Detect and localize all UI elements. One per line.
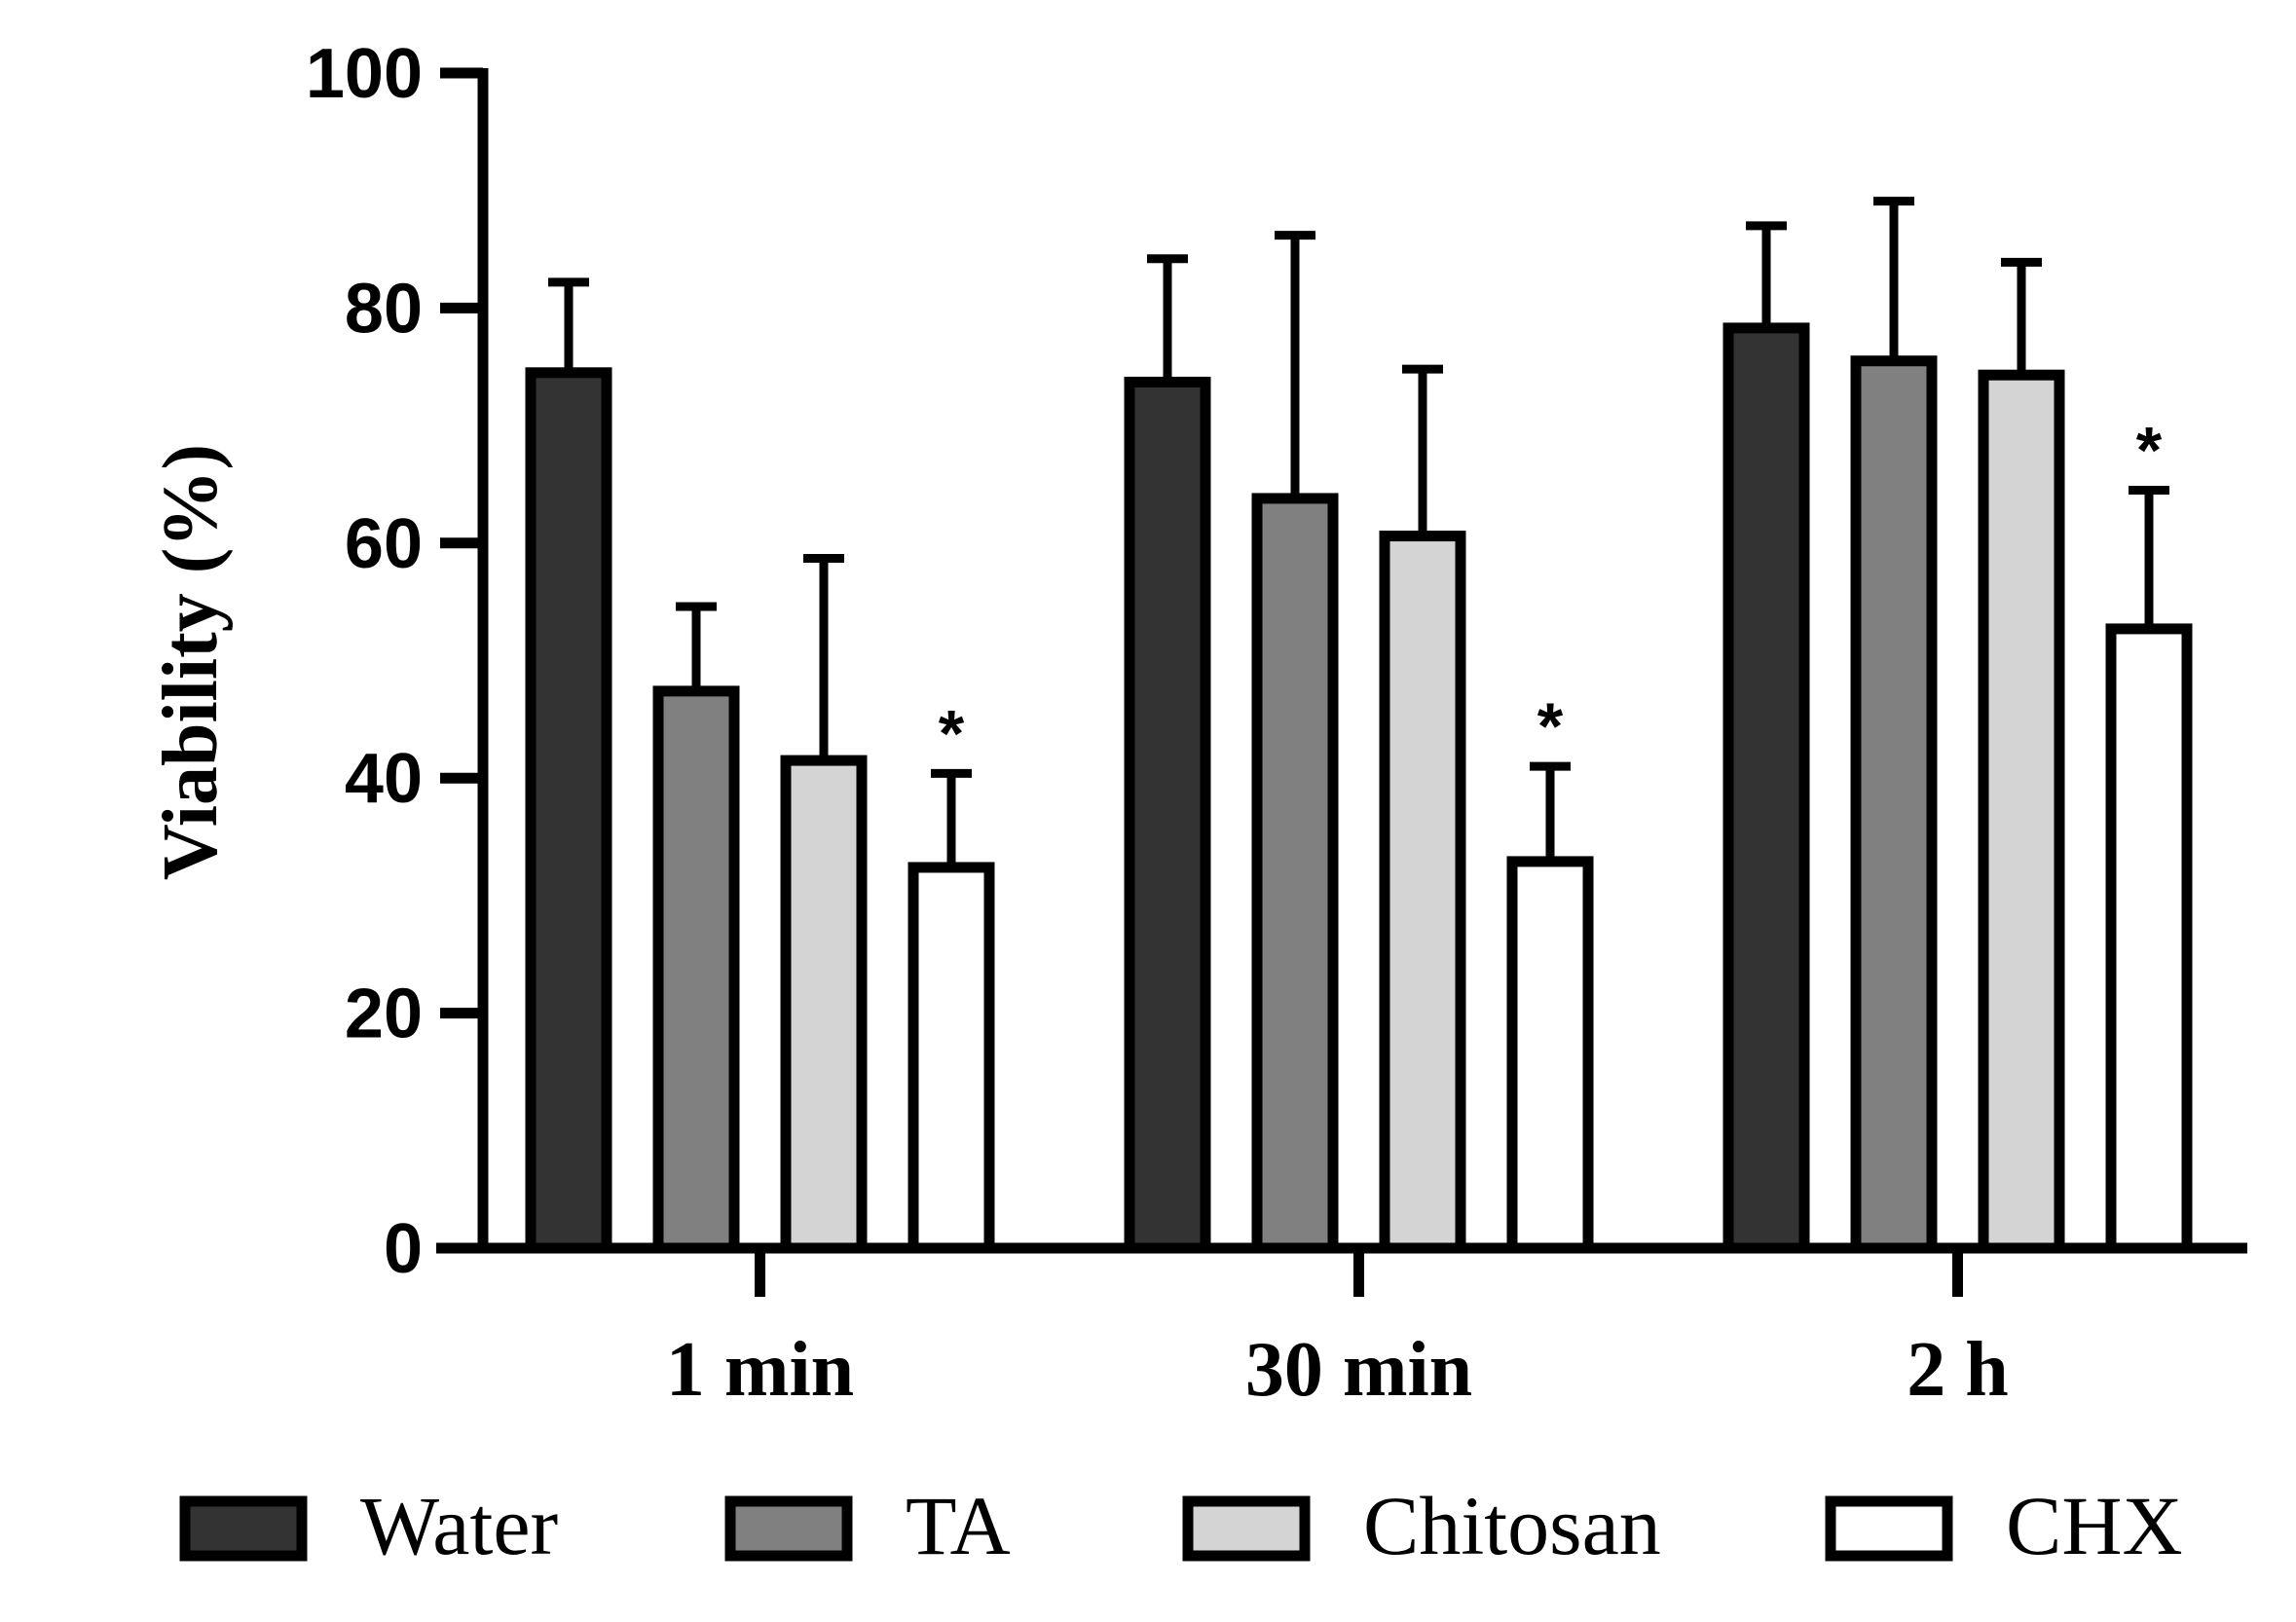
legend-swatch-chx bbox=[1825, 1495, 1953, 1562]
labels: 0 20 40 60 80 100 Viability (%) * 1 min * 30 min * 2… bbox=[148, 35, 2163, 1413]
x-tick-label: 30 min bbox=[1245, 1327, 1472, 1413]
bar-ta-2 bbox=[1251, 493, 1339, 1254]
legend-label-chitosan: Chitosan bbox=[1363, 1479, 1661, 1572]
bar-water-3 bbox=[1722, 322, 1810, 1254]
bar-chitosan-1 bbox=[780, 755, 868, 1254]
x-tick-label: 1 min bbox=[666, 1327, 854, 1413]
bar-chx-3 bbox=[2105, 623, 2193, 1254]
legend-swatch-ta bbox=[724, 1495, 853, 1562]
bars bbox=[525, 322, 2193, 1254]
bar-water-2 bbox=[1124, 376, 1211, 1254]
bar-chx-1 bbox=[907, 862, 995, 1254]
y-tick-label: 100 bbox=[306, 35, 423, 113]
legend-label-ta: TA bbox=[906, 1479, 1011, 1572]
bar-chitosan-2 bbox=[1379, 531, 1466, 1254]
y-tick-label: 80 bbox=[345, 270, 423, 348]
y-tick-label: 40 bbox=[345, 740, 423, 818]
bar-ta-3 bbox=[1850, 355, 1938, 1254]
significance-marker: * bbox=[939, 696, 965, 770]
y-tick-label: 0 bbox=[384, 1210, 423, 1288]
legend-swatch-water bbox=[179, 1495, 308, 1562]
legend: Water TA Chitosan CHX bbox=[179, 1479, 2183, 1572]
bar-ta-1 bbox=[652, 685, 740, 1254]
x-tick-label: 2 h bbox=[1907, 1327, 2009, 1413]
legend-label-chx: CHX bbox=[2006, 1479, 2183, 1572]
significance-marker: * bbox=[2136, 413, 2163, 487]
bar-water-1 bbox=[525, 367, 612, 1254]
significance-marker: * bbox=[1537, 689, 1564, 763]
bar-chx-2 bbox=[1506, 856, 1594, 1254]
legend-swatch-chitosan bbox=[1182, 1495, 1311, 1562]
y-axis-title: Viability (%) bbox=[148, 444, 234, 880]
y-tick-label: 20 bbox=[345, 976, 423, 1053]
y-tick-label: 60 bbox=[345, 505, 423, 583]
error-bars bbox=[548, 197, 2169, 867]
bar-chitosan-3 bbox=[1978, 369, 2065, 1254]
legend-label-water: Water bbox=[360, 1479, 558, 1572]
